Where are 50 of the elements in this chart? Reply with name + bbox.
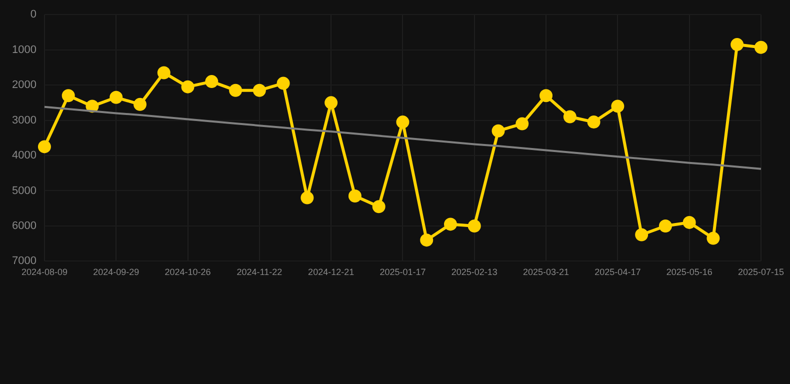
point xyxy=(229,84,242,97)
point xyxy=(563,110,576,124)
point xyxy=(396,116,410,129)
point xyxy=(682,216,696,229)
point xyxy=(252,84,266,97)
y-tick-label: 7000 xyxy=(12,255,36,268)
point xyxy=(348,190,362,203)
point xyxy=(157,66,170,80)
point xyxy=(468,219,481,232)
x-tick-label: 2025-03-21 xyxy=(523,267,570,278)
point xyxy=(658,219,672,232)
x-tick-label: 2025-04-17 xyxy=(594,267,641,278)
x-tick-label: 2024-09-29 xyxy=(93,267,140,278)
x-tick-label: 2024-12-21 xyxy=(308,267,354,278)
point xyxy=(754,40,768,54)
point xyxy=(300,191,314,204)
point xyxy=(540,89,553,102)
y-tick-label: 6000 xyxy=(12,220,36,232)
point xyxy=(492,124,505,138)
point xyxy=(516,117,529,130)
point xyxy=(611,100,624,113)
point xyxy=(420,234,434,247)
point xyxy=(635,228,648,242)
point xyxy=(110,90,123,104)
point xyxy=(587,116,600,129)
point xyxy=(86,100,99,113)
point xyxy=(324,96,338,110)
y-tick-label: 5000 xyxy=(12,184,36,197)
x-tick-label: 2024-10-26 xyxy=(164,267,211,278)
point xyxy=(62,89,75,102)
x-tick-label: 2025-07-15 xyxy=(738,267,784,278)
x-tick-label: 2025-05-16 xyxy=(666,267,712,278)
point xyxy=(181,80,194,94)
x-tick-label: 2025-01-17 xyxy=(380,267,426,278)
y-tick-label: 0 xyxy=(30,8,36,21)
point xyxy=(372,200,386,214)
y-tick-label: 3000 xyxy=(12,114,36,126)
point xyxy=(730,38,744,52)
point xyxy=(706,232,720,245)
x-tick-label: 2024-08-09 xyxy=(21,267,68,278)
point xyxy=(38,140,51,154)
point xyxy=(134,98,147,111)
point xyxy=(444,218,457,231)
y-tick-label: 4000 xyxy=(12,150,36,162)
y-tick-label: 2000 xyxy=(12,79,36,92)
y-tick-label: 1000 xyxy=(12,44,36,56)
x-tick-label: 2024-11-22 xyxy=(236,267,282,278)
point xyxy=(276,76,290,90)
x-tick-label: 2025-02-13 xyxy=(451,267,498,278)
point xyxy=(205,75,218,88)
